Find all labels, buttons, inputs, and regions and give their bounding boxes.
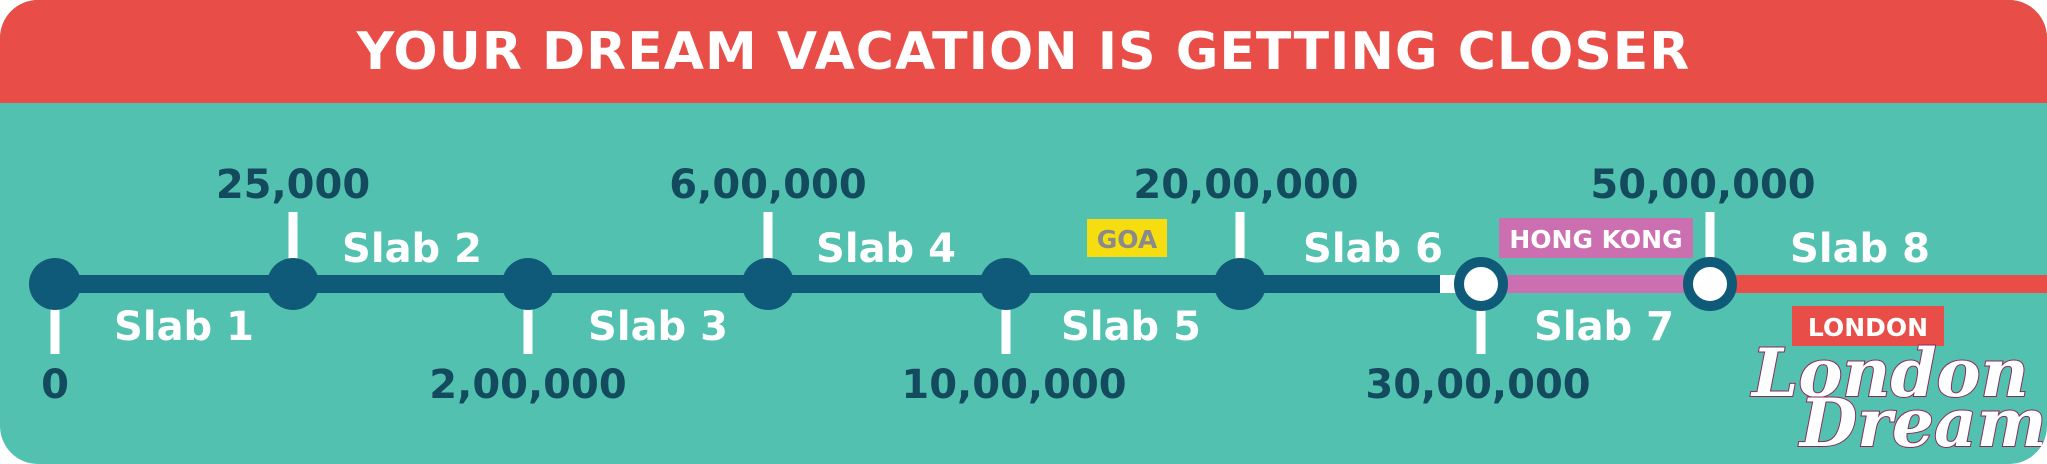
london-tag: LONDON (1792, 306, 1944, 346)
milestone-node-5 (1214, 258, 1266, 310)
slab-label-7: Slab 7 (1534, 304, 1674, 350)
banner-title: YOUR DREAM VACATION IS GETTING CLOSER (356, 21, 1691, 82)
milestone-node-4 (980, 258, 1032, 310)
milestone-value-1: 25,000 (216, 162, 370, 208)
milestone-value-6: 30,00,000 (1365, 362, 1590, 408)
milestone-value-3: 6,00,000 (669, 162, 866, 208)
milestone-value-7: 50,00,000 (1590, 162, 1815, 208)
slab-label-2: Slab 2 (342, 226, 482, 272)
hong-kong-tag-label: HONG KONG (1509, 225, 1682, 254)
milestone-value-0: 0 (41, 362, 69, 408)
slab-label-6: Slab 6 (1303, 226, 1443, 272)
hong-kong-tag: HONG KONG (1499, 218, 1693, 258)
milestone-node-2 (502, 258, 554, 310)
logo-line-2: Dreamz (1798, 384, 2047, 462)
slab-label-3: Slab 3 (588, 304, 728, 350)
milestone-node-7-open (1683, 257, 1737, 311)
milestone-node-6-open (1454, 257, 1508, 311)
milestone-node-3 (742, 258, 794, 310)
slab-label-1: Slab 1 (114, 304, 254, 350)
milestone-value-5: 20,00,000 (1133, 162, 1358, 208)
slab-label-5: Slab 5 (1061, 304, 1201, 350)
milestone-node-0 (29, 258, 81, 310)
goa-tag: GOA (1087, 219, 1167, 257)
slab-label-4: Slab 4 (816, 226, 956, 272)
logo-line-1: London (1750, 334, 2029, 412)
slab-label-8: Slab 8 (1790, 226, 1930, 272)
london-dreamz-logo: London Dreamz (1749, 333, 2047, 463)
milestone-value-4: 10,00,000 (901, 362, 1126, 408)
title-banner: YOUR DREAM VACATION IS GETTING CLOSER (0, 0, 2047, 103)
goa-tag-label: GOA (1097, 225, 1158, 254)
milestone-node-1 (267, 258, 319, 310)
london-tag-label: LONDON (1808, 313, 1928, 342)
milestone-value-2: 2,00,000 (429, 362, 626, 408)
